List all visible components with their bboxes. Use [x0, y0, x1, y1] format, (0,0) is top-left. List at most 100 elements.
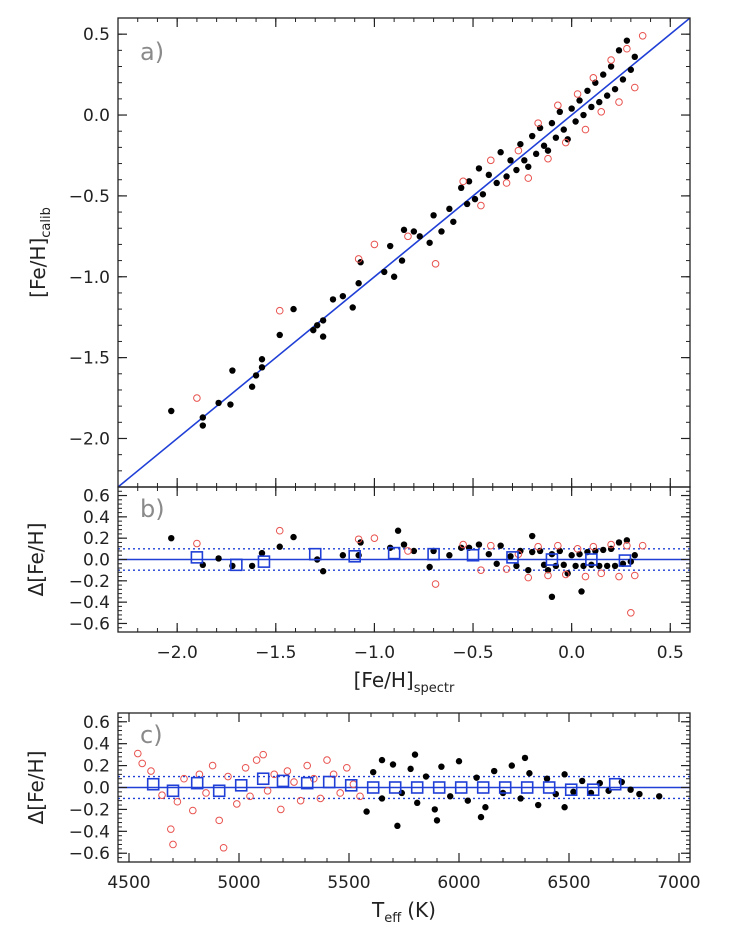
data-point	[208, 761, 217, 770]
data-point	[215, 399, 222, 407]
data-point	[592, 547, 599, 555]
y-tick-label: 0.0	[83, 551, 110, 571]
data-point	[579, 777, 586, 785]
binned-mean-marker	[256, 772, 270, 786]
data-point	[605, 787, 612, 794]
binned-mean-marker	[498, 781, 512, 794]
data-point	[319, 333, 327, 340]
binned-mean-marker	[190, 551, 204, 564]
data-point	[486, 156, 495, 165]
binned-mean-marker	[410, 781, 424, 794]
data-point	[202, 789, 210, 797]
data-point	[536, 547, 544, 555]
data-point	[224, 772, 232, 781]
data-point	[431, 806, 438, 813]
data-point	[277, 805, 285, 814]
data-point	[623, 44, 631, 53]
y-tick-label: −0.5	[69, 187, 110, 207]
data-point	[363, 808, 370, 815]
data-point	[431, 580, 440, 588]
data-point	[552, 134, 560, 141]
data-point	[561, 804, 568, 811]
y-tick-label: 0.0	[83, 106, 110, 126]
binned-mean-marker	[454, 781, 468, 794]
data-point	[493, 560, 500, 567]
y-tick-label: 0.5	[83, 25, 110, 45]
binned-mean-marker	[427, 547, 440, 561]
data-point	[529, 548, 536, 556]
data-point	[611, 562, 619, 570]
data-point	[578, 588, 585, 595]
binned-mean-marker	[542, 781, 556, 794]
data-point	[543, 775, 551, 782]
data-point	[199, 414, 207, 421]
data-point	[477, 566, 485, 574]
x-tick-label: 4500	[107, 873, 150, 893]
x-tick-label: −1.0	[354, 643, 395, 663]
data-point	[576, 97, 583, 104]
data-point	[219, 843, 228, 852]
x-axis-title-unit: (K)	[407, 898, 436, 922]
data-point	[381, 268, 388, 276]
data-point	[552, 790, 559, 798]
binned-mean-marker	[586, 783, 600, 796]
x-axis-title-sub: eff	[384, 911, 402, 926]
data-point	[394, 822, 401, 830]
data-point	[544, 571, 552, 580]
binned-mean-marker	[276, 774, 290, 788]
data-point	[597, 108, 606, 116]
x-tick-label: 0.5	[657, 643, 684, 663]
data-point	[390, 273, 398, 280]
data-point	[561, 570, 570, 579]
data-point	[438, 228, 445, 235]
data-point	[290, 305, 297, 313]
one-to-one-line	[118, 18, 690, 487]
binned-mean-marker	[166, 784, 180, 798]
data-point	[316, 794, 325, 803]
data-point	[568, 552, 575, 559]
data-point	[400, 541, 408, 548]
data-point	[526, 770, 533, 777]
y-tick-label: 0.6	[83, 713, 110, 733]
data-point	[656, 793, 663, 800]
data-point	[561, 138, 570, 147]
data-point	[638, 31, 647, 40]
data-point	[521, 157, 528, 164]
data-point	[517, 795, 524, 802]
data-point	[581, 125, 590, 134]
data-point	[603, 562, 611, 570]
data-point	[422, 773, 430, 780]
data-point	[627, 786, 634, 793]
binned-mean-marker	[618, 554, 632, 567]
data-point	[535, 801, 542, 809]
x-axis-title-sub: spectr	[414, 681, 455, 696]
panel-a: −2.0 −1.5 −1.0 −0.5 0.0 0.5 a) [Fe/H]calib	[26, 17, 691, 488]
data-point	[513, 166, 520, 174]
data-point	[497, 149, 504, 156]
data-point	[258, 549, 266, 557]
data-point	[455, 758, 463, 765]
data-point	[229, 367, 236, 374]
data-point	[521, 754, 529, 762]
data-point	[407, 765, 414, 773]
data-point	[168, 534, 175, 542]
x-tick-label: 7000	[657, 873, 700, 893]
data-point	[544, 566, 552, 574]
data-point	[378, 795, 386, 802]
data-point	[459, 540, 467, 549]
data-point	[485, 550, 493, 558]
x-tick-label: 5000	[217, 873, 260, 893]
data-point	[446, 552, 453, 559]
data-point	[615, 98, 623, 106]
panel-label: a)	[140, 38, 164, 66]
y-tick-label: −0.6	[69, 614, 110, 634]
binned-mean-marker	[300, 776, 314, 790]
data-point	[446, 205, 453, 213]
data-point	[548, 119, 556, 127]
data-point	[343, 763, 351, 772]
y-tick-label: 0.2	[83, 529, 110, 549]
data-point	[275, 526, 284, 535]
data-point	[248, 383, 256, 390]
data-point	[630, 83, 639, 92]
